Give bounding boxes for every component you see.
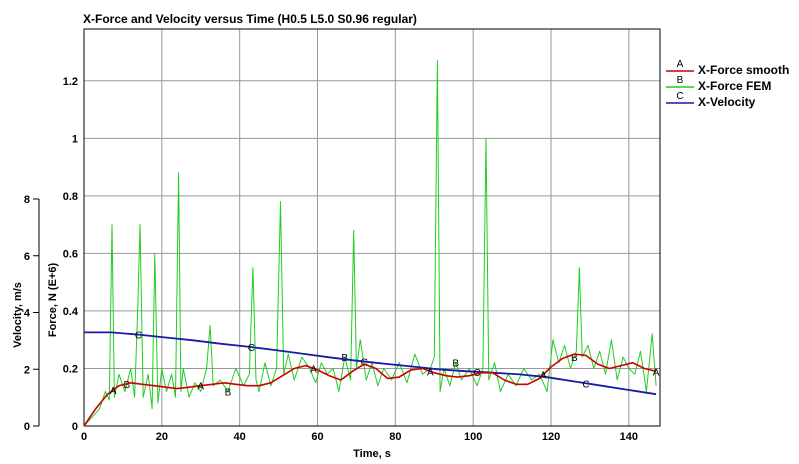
series-marker-b: B	[225, 387, 232, 398]
series-marker-a: A	[197, 382, 204, 393]
series-marker-b: B	[452, 359, 459, 370]
series-marker-a: A	[110, 386, 117, 397]
legend: A X-Force smooth B X-Force FEM C X-Velocity	[666, 59, 789, 109]
legend-label: X-Velocity	[698, 95, 756, 109]
force-tick-label: 1.2	[63, 76, 78, 88]
velocity-axis-label: Velocity, m/s	[12, 282, 24, 348]
chart-title: X-Force and Velocity versus Time (H0.5 L…	[83, 12, 417, 26]
velocity-tick-label: 6	[24, 251, 30, 263]
series-marker-b: B	[571, 353, 578, 364]
force-tick-label: 0	[72, 421, 78, 433]
series-marker-a: A	[540, 371, 547, 382]
plot-frame	[83, 28, 661, 427]
tick-labels: 0 20 40 60 80 100 120 140 0 0.2 0.4 0.6 0.8 1 1.2 0 2 4 6 8	[24, 76, 638, 443]
x-tick-label: 40	[234, 431, 246, 443]
velocity-tick-label: 0	[24, 421, 30, 433]
velocity-tick-label: 4	[24, 308, 31, 320]
force-tick-label: 0.2	[63, 363, 78, 375]
series-marker-a: A	[653, 367, 660, 378]
series-marker-b: B	[123, 380, 130, 391]
grid-lines	[84, 29, 660, 426]
x-tick-label: 140	[620, 431, 638, 443]
velocity-tick-label: 8	[24, 194, 30, 206]
x-tick-label: 120	[542, 431, 560, 443]
legend-label: X-Force smooth	[698, 63, 789, 77]
series-marker-c: C	[248, 343, 255, 354]
series-line-c	[84, 331, 657, 396]
series-marker-c: C	[135, 331, 142, 342]
velocity-tick-label: 2	[24, 364, 30, 376]
x-tick-label: 0	[81, 431, 87, 443]
legend-marker: A	[677, 59, 684, 70]
force-axis-label: Force, N (E+6)	[47, 263, 59, 338]
force-tick-label: 1	[72, 133, 78, 145]
x-tick-label: 20	[156, 431, 168, 443]
x-axis-label: Time, s	[353, 448, 391, 460]
force-tick-label: 0.6	[63, 248, 78, 260]
legend-label: X-Force FEM	[698, 79, 771, 93]
x-tick-label: 100	[464, 431, 482, 443]
legend-marker: C	[676, 91, 683, 102]
legend-marker: B	[677, 75, 684, 86]
force-tick-label: 0.4	[63, 306, 79, 318]
series-marker-a: A	[310, 364, 317, 375]
series-line-a	[83, 353, 657, 427]
series-marker-a: A	[427, 367, 434, 378]
x-tick-label: 80	[389, 431, 401, 443]
force-tick-label: 0.8	[63, 191, 78, 203]
x-tick-label: 60	[311, 431, 323, 443]
series-marker-c: C	[361, 358, 368, 369]
series-marker-c: C	[582, 379, 589, 390]
series-line-b	[83, 60, 657, 427]
